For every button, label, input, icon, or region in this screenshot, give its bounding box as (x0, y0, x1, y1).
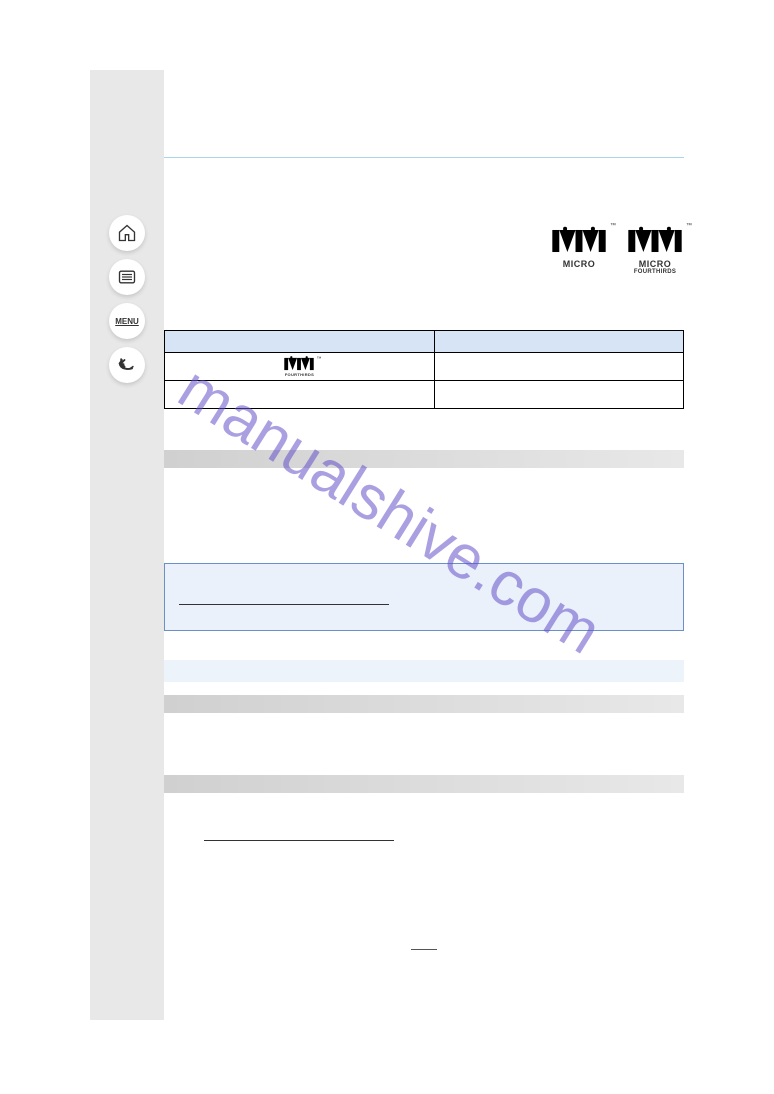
page-number-dash (411, 949, 437, 950)
table-header-row (165, 331, 684, 353)
list-button[interactable] (109, 259, 145, 295)
mini-logo: ™ FOURTHIRDS (283, 356, 315, 377)
table-cell (165, 381, 435, 409)
menu-label: MENU (115, 317, 139, 326)
table-row: ™ FOURTHIRDS (165, 353, 684, 381)
tm-mark: ™ (610, 223, 616, 229)
sidebar-icons: MENU (90, 215, 164, 383)
table-cell-logo: ™ FOURTHIRDS (165, 353, 435, 381)
logo-micro: ™ MICRO (550, 225, 608, 269)
table-header-2 (434, 331, 683, 353)
section-band (164, 450, 684, 468)
content-area: ™ MICRO ™ MICRO (164, 70, 684, 1020)
header-rule (164, 157, 684, 158)
home-button[interactable] (109, 215, 145, 251)
tm-mark: ™ (686, 223, 692, 229)
logo-micro-label: MICRO (563, 259, 596, 269)
logo-mft-sublabel: FOURTHIRDS (634, 269, 676, 275)
text-underline (204, 840, 394, 841)
header-area (164, 70, 684, 158)
info-underline (179, 604, 389, 605)
list-icon (117, 267, 137, 287)
table-cell (434, 381, 683, 409)
micro-logo-icon (550, 225, 608, 257)
logo-row: ™ MICRO ™ MICRO (550, 225, 684, 275)
sidebar: MENU (90, 70, 164, 1020)
mini-logo-sublabel: FOURTHIRDS (285, 372, 314, 377)
blue-band (164, 660, 684, 682)
table-header-1 (165, 331, 435, 353)
back-button[interactable] (109, 347, 145, 383)
section-band (164, 695, 684, 713)
logo-mft-label: MICRO (639, 259, 672, 269)
back-icon (117, 355, 137, 375)
info-box (164, 563, 684, 631)
menu-button[interactable]: MENU (109, 303, 145, 339)
logo-micro-fourthirds: ™ MICRO FOURTHIRDS (626, 225, 684, 275)
table-row (165, 381, 684, 409)
section-band (164, 775, 684, 793)
table-cell (434, 353, 683, 381)
home-icon (117, 223, 137, 243)
spec-table: ™ FOURTHIRDS (164, 330, 684, 409)
micro-fourthirds-logo-icon (626, 225, 684, 257)
mini-tm: ™ (316, 356, 321, 362)
mini-logo-icon (283, 356, 315, 372)
